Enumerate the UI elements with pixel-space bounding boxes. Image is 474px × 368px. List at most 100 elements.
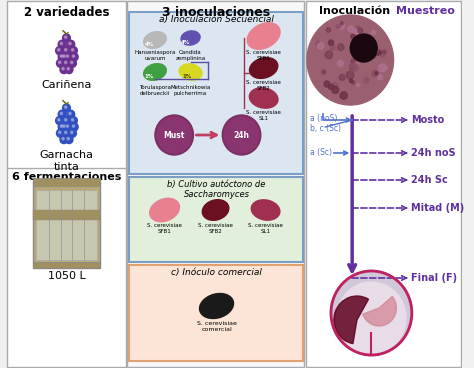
Circle shape	[349, 63, 355, 68]
Circle shape	[67, 40, 75, 48]
Circle shape	[58, 40, 66, 48]
Circle shape	[58, 131, 61, 134]
Circle shape	[64, 53, 72, 61]
Circle shape	[73, 55, 74, 57]
Circle shape	[63, 34, 70, 42]
Circle shape	[326, 28, 331, 32]
Text: Torulaspora
delbrueckii: Torulaspora delbrueckii	[139, 85, 171, 96]
Circle shape	[330, 45, 335, 50]
Text: Cariñena: Cariñena	[41, 80, 91, 90]
Circle shape	[383, 50, 386, 54]
Circle shape	[72, 118, 74, 121]
Circle shape	[65, 135, 73, 144]
Text: a (noS): a (noS)	[310, 114, 337, 124]
FancyBboxPatch shape	[7, 1, 126, 367]
FancyBboxPatch shape	[306, 1, 461, 367]
Wedge shape	[334, 296, 368, 344]
Text: b) Cultivo autóctono de
Saccharomyces: b) Cultivo autóctono de Saccharomyces	[167, 180, 266, 199]
Text: 24h noS: 24h noS	[411, 148, 456, 158]
Circle shape	[61, 53, 69, 61]
Circle shape	[371, 54, 375, 58]
Circle shape	[337, 24, 340, 28]
Circle shape	[61, 123, 69, 131]
Circle shape	[375, 72, 378, 75]
Circle shape	[60, 42, 63, 45]
Circle shape	[62, 67, 64, 70]
Ellipse shape	[200, 294, 234, 318]
Circle shape	[351, 34, 356, 39]
Circle shape	[340, 22, 343, 25]
Text: S. cerevisiae
comercial: S. cerevisiae comercial	[197, 321, 237, 332]
Circle shape	[374, 49, 380, 56]
Ellipse shape	[150, 198, 180, 222]
Circle shape	[60, 66, 68, 74]
Text: 24h: 24h	[234, 131, 249, 139]
Circle shape	[356, 26, 360, 29]
Circle shape	[58, 123, 66, 131]
Ellipse shape	[179, 64, 202, 80]
Text: Muestreo: Muestreo	[396, 6, 456, 16]
Circle shape	[377, 75, 383, 80]
Circle shape	[63, 117, 70, 125]
Circle shape	[58, 53, 66, 61]
Circle shape	[58, 118, 60, 121]
Text: Candida
zemplinina: Candida zemplinina	[175, 50, 206, 61]
Circle shape	[356, 84, 360, 86]
Text: Final (F): Final (F)	[411, 273, 457, 283]
Text: 24h Sc: 24h Sc	[411, 175, 447, 185]
Circle shape	[70, 123, 78, 131]
Circle shape	[64, 61, 67, 64]
Wedge shape	[337, 282, 406, 354]
Text: S. cerevisiae
SFB1: S. cerevisiae SFB1	[246, 50, 281, 61]
Circle shape	[325, 51, 333, 59]
Circle shape	[348, 26, 354, 32]
Circle shape	[64, 131, 67, 134]
Circle shape	[73, 125, 74, 127]
FancyBboxPatch shape	[129, 177, 303, 262]
Ellipse shape	[249, 57, 278, 78]
Circle shape	[332, 86, 339, 93]
Circle shape	[349, 79, 353, 82]
Text: a) Inoculación Secuencial: a) Inoculación Secuencial	[159, 15, 274, 24]
Text: 3 inoculaciones: 3 inoculaciones	[162, 6, 270, 19]
Circle shape	[346, 71, 354, 79]
Circle shape	[384, 66, 387, 70]
Circle shape	[64, 49, 67, 51]
Circle shape	[339, 74, 345, 80]
Circle shape	[56, 59, 64, 67]
FancyBboxPatch shape	[129, 12, 303, 174]
FancyBboxPatch shape	[36, 190, 97, 260]
Circle shape	[60, 55, 63, 57]
Circle shape	[328, 84, 334, 89]
Circle shape	[64, 123, 72, 131]
Circle shape	[322, 70, 326, 74]
Text: Garnacha
tinta: Garnacha tinta	[39, 150, 93, 171]
Ellipse shape	[251, 200, 280, 220]
Circle shape	[370, 41, 377, 48]
Text: Mosto: Mosto	[411, 115, 444, 125]
Circle shape	[67, 138, 70, 140]
Circle shape	[358, 28, 363, 33]
Circle shape	[337, 60, 343, 66]
Circle shape	[379, 64, 386, 72]
Circle shape	[58, 110, 66, 118]
Circle shape	[340, 92, 347, 99]
FancyBboxPatch shape	[33, 210, 100, 220]
Circle shape	[350, 34, 377, 62]
Circle shape	[372, 31, 375, 35]
Circle shape	[62, 138, 64, 140]
Circle shape	[55, 117, 64, 125]
Text: a (Sc): a (Sc)	[310, 148, 332, 156]
Circle shape	[307, 15, 393, 105]
Circle shape	[352, 29, 357, 33]
Circle shape	[356, 63, 359, 66]
Circle shape	[63, 104, 70, 112]
Circle shape	[328, 40, 334, 45]
Text: 2 variedades: 2 variedades	[24, 6, 109, 19]
Circle shape	[63, 129, 70, 137]
Circle shape	[355, 31, 362, 38]
Circle shape	[69, 59, 76, 67]
Text: Mitad (M): Mitad (M)	[411, 203, 464, 213]
Text: S. cerevisiae
SL1: S. cerevisiae SL1	[246, 110, 281, 121]
Circle shape	[63, 55, 65, 57]
